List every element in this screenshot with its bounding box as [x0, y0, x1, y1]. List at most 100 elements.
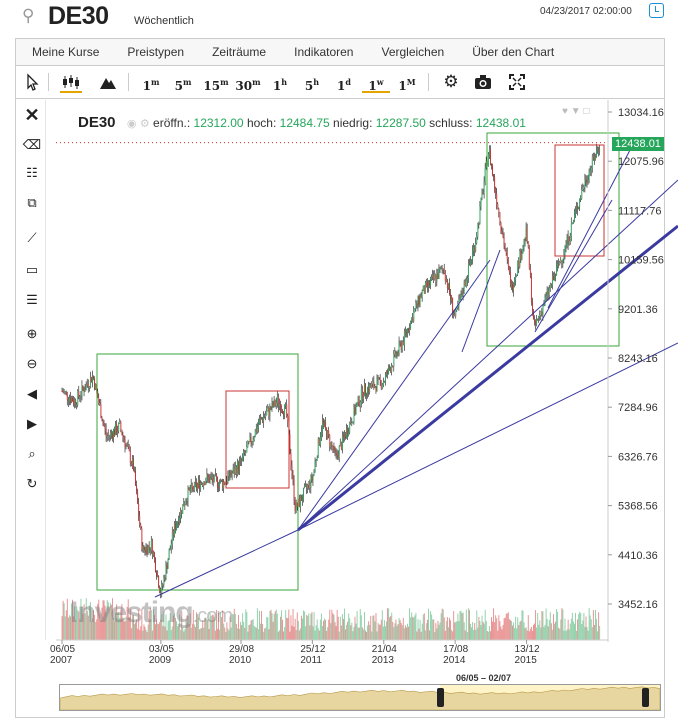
red-range-box	[225, 390, 290, 489]
volume-bar	[448, 627, 449, 640]
candle-body	[198, 479, 199, 485]
volume-bar	[122, 619, 124, 640]
candle-body	[277, 396, 279, 407]
interval-1h[interactable]: 1h	[272, 77, 288, 93]
volume-bar	[274, 611, 276, 640]
candle-body	[172, 531, 174, 536]
candle-body	[339, 443, 341, 447]
candlestick-icon[interactable]	[60, 71, 82, 93]
candle-body	[492, 165, 493, 175]
candle-body	[283, 413, 285, 416]
candle-body	[123, 436, 125, 441]
volume-bar	[85, 598, 87, 640]
menu-ueber-den-chart[interactable]: Über den Chart	[472, 45, 555, 59]
rectangle-tool-icon[interactable]: ▭	[25, 262, 39, 277]
interval-1m[interactable]: 1m	[142, 77, 160, 93]
candle-body	[183, 504, 185, 507]
volume-bar	[366, 631, 367, 640]
candle-body	[464, 281, 466, 286]
candle-body	[501, 230, 503, 235]
candle-body	[584, 179, 586, 188]
candle-body	[330, 442, 332, 447]
volume-bar	[88, 605, 90, 640]
volume-bar	[190, 627, 192, 640]
candle-body	[591, 156, 593, 168]
clock-icon[interactable]	[649, 3, 664, 18]
candle-body	[598, 148, 600, 151]
volume-bar	[535, 610, 537, 640]
candle-body	[387, 371, 388, 374]
interval-15m[interactable]: 15m	[203, 77, 229, 93]
close-icon[interactable]: ✕	[24, 105, 40, 125]
maximize-icon[interactable]: □	[583, 106, 590, 117]
volume-bar	[315, 625, 317, 640]
candle-body	[268, 407, 270, 416]
volume-bar	[584, 626, 586, 640]
candle-body	[224, 482, 226, 485]
candle-body	[64, 391, 66, 393]
interval-30m[interactable]: 30m	[235, 77, 261, 93]
candle-body	[261, 418, 262, 420]
reset-zoom-icon[interactable]: ↻	[26, 476, 38, 491]
fibonacci-tool-icon[interactable]: ☰	[26, 292, 38, 307]
fullscreen-icon[interactable]	[506, 71, 528, 93]
zoom-area-icon[interactable]: ⌕	[28, 446, 36, 461]
candle-body	[454, 314, 456, 317]
candle-body	[503, 237, 505, 247]
interval-5m[interactable]: 5m	[174, 77, 192, 93]
volume-bar	[319, 619, 321, 640]
volume-bar	[438, 624, 440, 640]
volume-bar	[496, 618, 498, 640]
search-icon[interactable]: ⚲	[22, 6, 35, 25]
navigator-left-handle[interactable]	[437, 688, 444, 707]
menu-preistypen[interactable]: Preistypen	[127, 45, 185, 59]
gear-icon[interactable]: ⚙	[443, 72, 459, 92]
hide-drawings-icon[interactable]: ☷	[26, 165, 38, 180]
candle-body	[234, 467, 236, 474]
menu-zeitraeume[interactable]: Zeiträume	[212, 45, 267, 59]
scroll-left-icon[interactable]: ◀	[27, 386, 37, 401]
candle-body	[414, 308, 416, 312]
copy-icon[interactable]: ⧉	[27, 195, 37, 210]
trendline-tool-icon[interactable]: ⟋	[27, 230, 37, 245]
navigator[interactable]	[59, 684, 661, 711]
camera-icon[interactable]	[472, 71, 494, 93]
volume-bar	[157, 623, 159, 640]
candle-body	[359, 401, 361, 407]
cursor-icon[interactable]	[24, 73, 40, 91]
erase-drawings-icon[interactable]: ⌫	[22, 137, 42, 152]
heart-icon[interactable]: ♥	[562, 106, 568, 117]
settings-small-icon[interactable]: ⚙	[139, 118, 150, 130]
volume-bar	[494, 622, 496, 640]
volume-bar	[374, 621, 376, 640]
candle-body	[196, 482, 197, 489]
zoom-in-icon[interactable]: ⊕	[26, 326, 38, 341]
collapse-icon[interactable]: ▼	[570, 106, 581, 117]
volume-bar	[188, 624, 190, 640]
interval-1w[interactable]: 1w	[362, 71, 390, 93]
zoom-out-icon[interactable]: ⊖	[26, 356, 38, 371]
menu-meine-kurse[interactable]: Meine Kurse	[32, 45, 100, 59]
candle-body	[145, 547, 147, 553]
candle-body	[99, 403, 101, 405]
volume-bar	[162, 625, 164, 640]
eye-icon[interactable]: ◉	[126, 118, 137, 130]
menu-vergleichen[interactable]: Vergleichen	[381, 45, 445, 59]
candle-body	[217, 477, 218, 488]
navigator-right-handle[interactable]	[642, 688, 649, 707]
mountain-icon[interactable]	[98, 71, 118, 93]
menu-indikatoren[interactable]: Indikatoren	[294, 45, 354, 59]
y-tick-label: 9201.36	[618, 304, 658, 316]
volume-bar	[571, 612, 573, 640]
candle-body	[469, 263, 470, 265]
interval-1d[interactable]: 1d	[337, 77, 351, 93]
interval-1M[interactable]: 1M	[398, 77, 416, 93]
scroll-right-icon[interactable]: ▶	[27, 416, 37, 431]
candle-body	[316, 457, 318, 461]
volume-bar	[555, 621, 556, 640]
interval-5h[interactable]: 5h	[304, 77, 320, 93]
candle-body	[175, 523, 176, 531]
candle-body	[572, 220, 574, 224]
volume-bar	[95, 621, 97, 640]
